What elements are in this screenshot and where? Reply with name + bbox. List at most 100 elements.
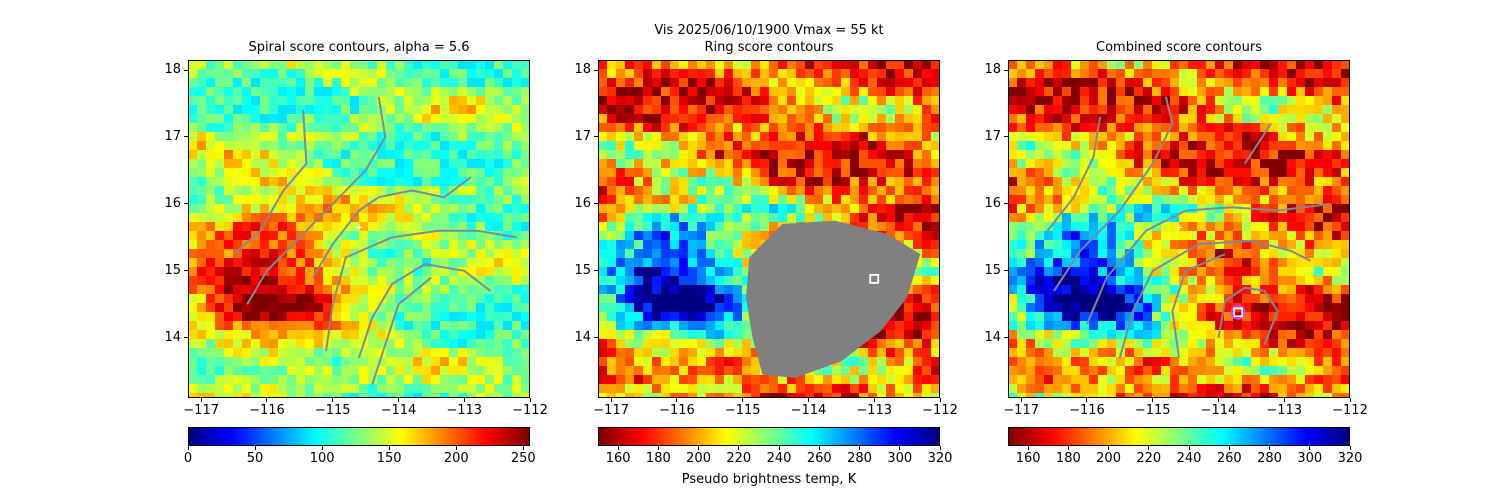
contour-line xyxy=(1085,202,1331,325)
y-tick-label: 17 xyxy=(164,128,181,144)
colorbar-tick-label: 320 xyxy=(1337,451,1363,466)
x-tick-label: −116 xyxy=(1069,403,1105,418)
colorbar-tick-label: 300 xyxy=(1297,451,1323,466)
y-tick-label: 14 xyxy=(984,329,1001,345)
x-tick-label: −116 xyxy=(249,403,285,418)
panel-2-colorbar-gradient xyxy=(598,427,940,446)
colorbar-frame xyxy=(188,427,530,446)
x-tick-label: −112 xyxy=(1332,403,1368,418)
panel-2-plot xyxy=(598,60,940,398)
x-tick-label: −115 xyxy=(1134,403,1171,418)
contour-line xyxy=(246,96,387,305)
colorbar-tick-mark xyxy=(617,446,619,450)
y-tick-mark xyxy=(1004,270,1008,272)
y-tick-label: 18 xyxy=(984,62,1001,78)
colorbar-tick-mark xyxy=(254,446,256,450)
colorbar-tick-label: 0 xyxy=(183,451,193,466)
colorbar-label: Pseudo brightness temp, K xyxy=(681,472,857,487)
colorbar-tick-label: 200 xyxy=(1096,451,1121,466)
contour-line xyxy=(1046,116,1102,232)
colorbar-tick-mark xyxy=(657,446,659,450)
colorbar-tick-mark xyxy=(1269,446,1271,450)
colorbar-tick-label: 50 xyxy=(246,451,264,466)
x-tick-label: −116 xyxy=(659,403,695,418)
y-tick-label: 14 xyxy=(164,329,181,345)
y-tick-mark xyxy=(1004,337,1008,339)
center-square-marker xyxy=(1233,307,1244,318)
y-tick-mark xyxy=(594,136,598,138)
x-tick-label: −115 xyxy=(724,403,761,418)
contour-line xyxy=(233,110,308,255)
contour-line xyxy=(312,176,472,279)
panel-2-image xyxy=(598,60,940,398)
colorbar-tick-label: 260 xyxy=(1216,451,1242,466)
x-tick-label: −117 xyxy=(593,403,629,418)
colorbar-tick-label: 220 xyxy=(1136,451,1162,466)
x-tick-label: −113 xyxy=(1266,403,1303,418)
colorbar-tick-label: 200 xyxy=(686,451,711,466)
panel-1-title: Spiral score contours, alpha = 5.6 xyxy=(248,40,470,55)
panel-1-field xyxy=(188,60,530,398)
contour-line xyxy=(1171,253,1226,358)
center-plus-marker xyxy=(356,224,362,231)
x-tick-mark xyxy=(332,398,334,402)
colorbar-tick-mark xyxy=(778,446,780,450)
x-tick-mark xyxy=(397,398,399,402)
x-tick-label: −114 xyxy=(380,403,417,418)
colorbar-tick-mark xyxy=(321,446,323,450)
x-tick-label: −113 xyxy=(446,403,483,418)
figure-suptitle: Vis 2025/06/10/1900 Vmax = 55 kt xyxy=(654,23,884,38)
colorbar-tick-label: 180 xyxy=(1055,451,1081,466)
center-plus-marker xyxy=(1176,224,1182,231)
x-tick-mark xyxy=(1086,398,1088,402)
colorbar-tick-mark xyxy=(698,446,700,450)
colorbar-tick-mark xyxy=(818,446,820,450)
panel-1-colorbar-gradient xyxy=(188,427,530,446)
x-tick-mark xyxy=(939,398,941,402)
x-tick-label: −114 xyxy=(1200,403,1237,418)
y-tick-mark xyxy=(184,270,188,272)
colorbar-frame xyxy=(598,427,940,446)
colorbar-tick-mark xyxy=(1108,446,1110,450)
plot-frame xyxy=(1008,60,1350,398)
y-tick-mark xyxy=(184,69,188,71)
colorbar-tick-label: 240 xyxy=(766,451,792,466)
x-tick-mark xyxy=(807,398,809,402)
colorbar-tick-mark xyxy=(1067,446,1069,450)
y-tick-label: 15 xyxy=(164,262,181,278)
colorbar-tick-label: 250 xyxy=(510,451,536,466)
panel-2-colorbar xyxy=(598,427,940,446)
y-tick-mark xyxy=(1004,203,1008,205)
y-tick-label: 18 xyxy=(574,62,591,78)
panel-1-colorbar xyxy=(188,427,530,446)
colorbar-tick-label: 280 xyxy=(847,451,872,466)
x-tick-mark xyxy=(676,398,678,402)
x-tick-mark xyxy=(1020,398,1022,402)
colorbar-tick-mark xyxy=(1228,446,1230,450)
colorbar-tick-mark xyxy=(738,446,740,450)
y-tick-mark xyxy=(594,69,598,71)
masked-region xyxy=(746,220,921,378)
panel-3-colorbar-gradient xyxy=(1008,427,1350,446)
x-tick-mark xyxy=(873,398,875,402)
colorbar-tick-mark xyxy=(455,446,457,450)
colorbar-tick-label: 220 xyxy=(726,451,752,466)
colorbar-tick-mark xyxy=(522,446,524,450)
x-tick-label: −115 xyxy=(314,403,351,418)
contour-line xyxy=(1243,123,1272,165)
colorbar-tick-mark xyxy=(939,446,941,450)
colorbar-tick-label: 150 xyxy=(376,451,402,466)
colorbar-frame xyxy=(1008,427,1350,446)
x-tick-label: −112 xyxy=(512,403,548,418)
y-tick-label: 17 xyxy=(574,128,591,144)
colorbar-tick-mark xyxy=(187,446,189,450)
x-tick-label: −117 xyxy=(1003,403,1039,418)
y-tick-mark xyxy=(1004,69,1008,71)
x-tick-mark xyxy=(529,398,531,402)
colorbar-tick-mark xyxy=(388,446,390,450)
y-tick-mark xyxy=(594,270,598,272)
colorbar-tick-label: 100 xyxy=(309,451,335,466)
colorbar-tick-label: 320 xyxy=(927,451,953,466)
y-tick-label: 14 xyxy=(574,329,591,345)
x-tick-mark xyxy=(1152,398,1154,402)
